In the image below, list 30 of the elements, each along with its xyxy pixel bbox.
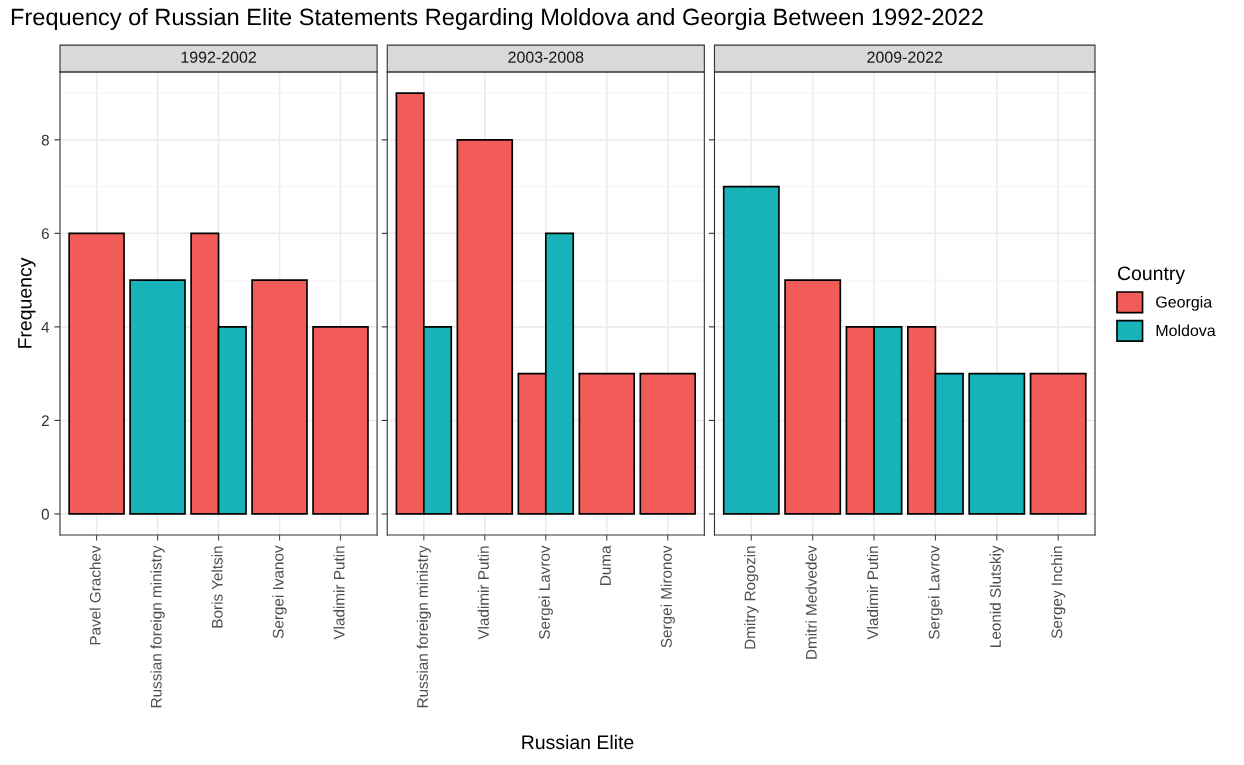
x-tick-label: Russian foreign ministry xyxy=(150,545,165,708)
legend-label: Moldova xyxy=(1156,324,1216,337)
y-tick-label: 2 xyxy=(41,415,49,426)
legend-title: Country xyxy=(1117,266,1186,285)
x-tick-label: Sergei Lavrov xyxy=(928,545,943,639)
y-tick-label: 6 xyxy=(41,228,49,240)
x-tick-label: Duma xyxy=(600,545,611,585)
x-tick-label: Russian foreign ministry xyxy=(416,545,431,708)
x-axis-title: Russian Elite xyxy=(522,734,634,750)
x-tick-label: Sergei Lavrov xyxy=(538,545,553,639)
chart-subtitle: 1992-2002 xyxy=(181,51,256,63)
x-tick-label: Sergey Inchin xyxy=(1051,546,1066,639)
x-tick-label: Dmitri Medvedev xyxy=(805,545,817,659)
x-tick-label: Vladimir Putin xyxy=(477,546,489,640)
chart-subtitle: 2003-2008 xyxy=(508,51,584,63)
x-tick-label: Sergei Mironov xyxy=(660,545,675,648)
x-tick-label: Pavel Grachev xyxy=(89,545,101,645)
x-tick-label: Boris Yeltsin xyxy=(211,546,223,628)
y-tick-label: 4 xyxy=(41,321,50,333)
y-axis-title: Frequency xyxy=(18,257,36,348)
text: Frequency of Russian Elite Statements Regarding Moldova and Georgia Between 1992-2022 xyxy=(11,8,983,31)
y-tick-label: 0 xyxy=(41,508,49,520)
legend-label: Georgia xyxy=(1156,295,1213,311)
y-tick-label: 8 xyxy=(41,134,49,146)
x-tick-label: Dmitry Rogozin xyxy=(744,546,759,649)
chart-subtitle: 2009-2022 xyxy=(867,51,943,63)
x-tick-label: Leonid Slutskiy xyxy=(989,545,1004,647)
x-tick-label: Sergei Ivanov xyxy=(272,545,287,639)
x-tick-label: Vladimir Putin xyxy=(333,546,345,640)
x-tick-label: Vladimir Putin xyxy=(866,546,879,640)
